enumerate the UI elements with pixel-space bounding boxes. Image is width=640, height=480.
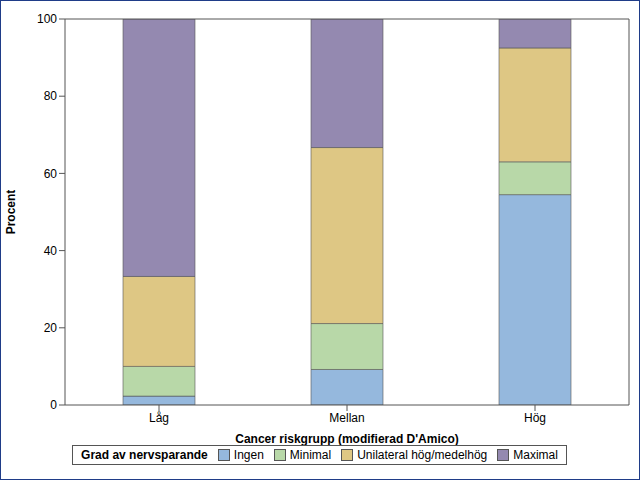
svg-text:Mellan: Mellan: [329, 411, 364, 425]
html-text:Grad av nervsparande: Grad av nervsparande: [81, 448, 208, 462]
svg-text:40: 40: [44, 244, 58, 258]
svg-text:100: 100: [37, 12, 57, 26]
svg-text:Hög: Hög: [524, 411, 546, 425]
html-text:Ingen: Ingen: [233, 448, 264, 462]
svg-text:20: 20: [44, 321, 58, 335]
html-text:Maximal: Maximal: [513, 448, 558, 462]
html-text:Minimal: Minimal: [289, 448, 332, 462]
svg-text:Låg: Låg: [149, 411, 169, 425]
svg-text:Cancer riskgrupp (modifierad D: Cancer riskgrupp (modifierad D'Amico): [235, 432, 459, 446]
html-text:Unilateral hög/medelhög: Unilateral hög/medelhög: [357, 448, 488, 462]
svg-text:60: 60: [44, 167, 58, 181]
svg-text:Procent: Procent: [8, 190, 18, 235]
svg-text:80: 80: [44, 89, 58, 103]
svg-text:0: 0: [50, 398, 57, 412]
